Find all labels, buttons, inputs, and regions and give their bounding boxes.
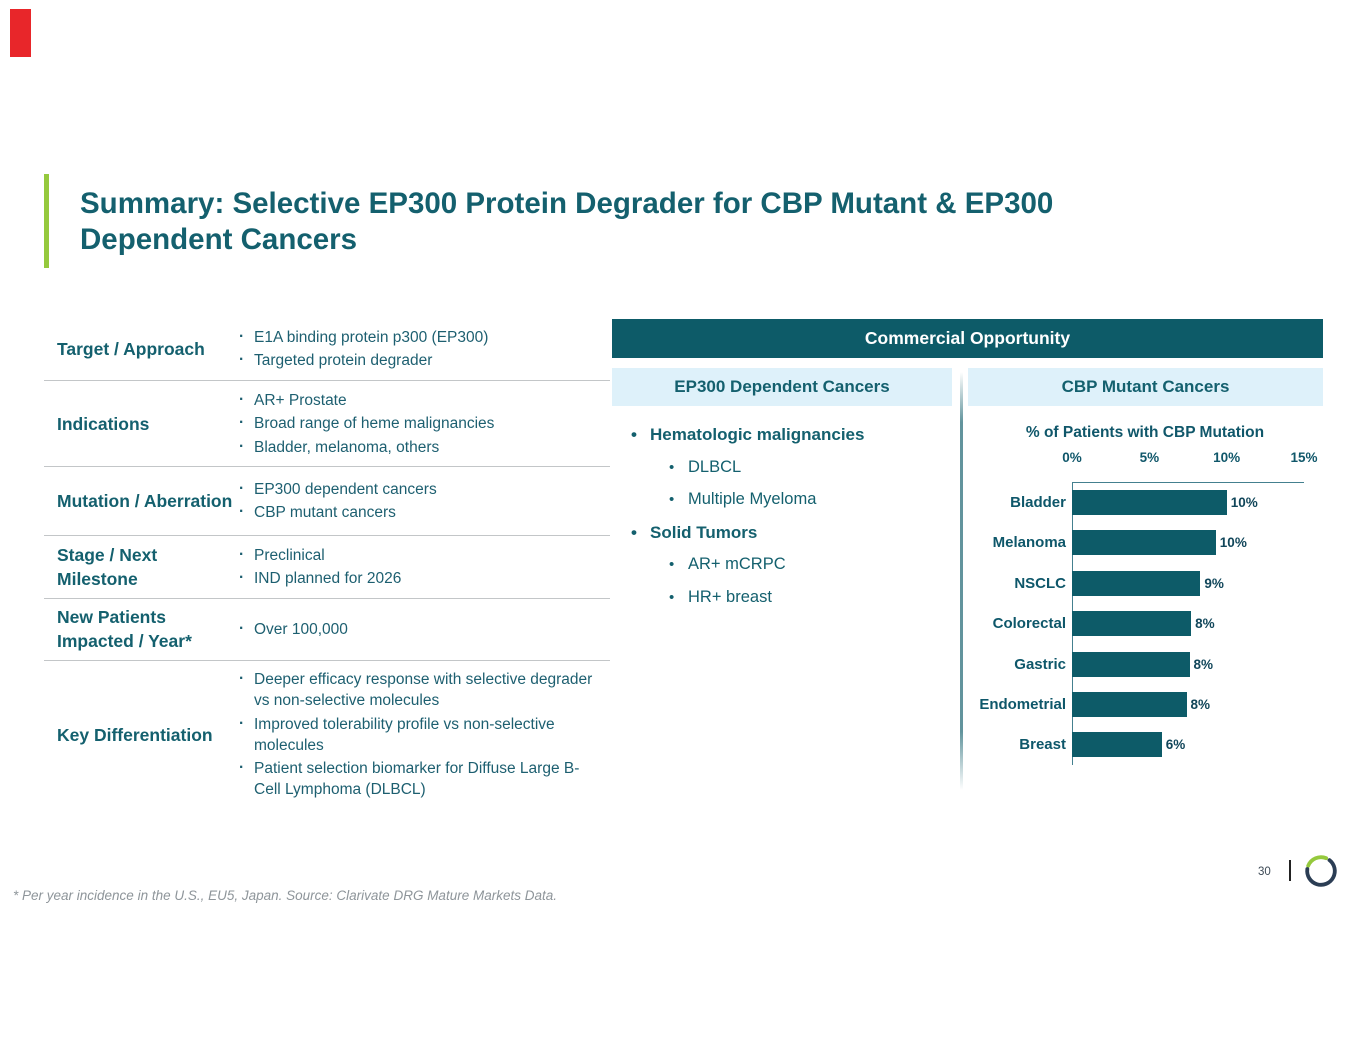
bullet-item: Bladder, melanoma, others	[237, 436, 593, 458]
table-row: New Patients Impacted / Year* Over 100,00…	[44, 599, 610, 661]
chart-value-label: 10%	[1219, 535, 1247, 551]
chart-axis-line-top	[1072, 482, 1304, 483]
info-table: Target / Approach E1A binding protein p30…	[44, 318, 610, 809]
chart-row: Gastric 8%	[975, 651, 1315, 677]
bullet-item: E1A binding protein p300 (EP300)	[237, 326, 593, 348]
commercial-opportunity-label: Commercial Opportunity	[864, 328, 1071, 348]
axis-tick-label: 10%	[1213, 450, 1241, 465]
footer-separator	[1289, 860, 1291, 881]
page-number: 30	[1258, 866, 1271, 878]
chart-bars: Bladder 10% Melanoma 10% NSCLC 9% Colorectal 8%…	[975, 490, 1315, 773]
chart-bar	[1072, 570, 1201, 596]
axis-tick-label: 5%	[1139, 450, 1160, 465]
table-row: Mutation / AberrationEP300 dependent can…	[44, 467, 610, 536]
table-row-bullets: Over 100,000	[237, 610, 593, 648]
list-item: AR+ mCRPC	[631, 554, 953, 575]
table-row-label: New Patients Impacted / Year*	[57, 607, 192, 651]
table-row: Target / Approach E1A binding protein p30…	[44, 318, 610, 381]
bullet-item: Patient selection biomarker for Diffuse …	[237, 757, 593, 800]
bullet-item: Targeted protein degrader	[237, 349, 593, 371]
table-row-label: Stage / Next Milestone	[57, 544, 158, 589]
bullet-item: AR+ Prostate	[237, 389, 593, 411]
table-row-bullets: EP300 dependent cancersCBP mutant cancer…	[237, 470, 593, 532]
table-row: Key Differentiation Deeper efficacy respo…	[44, 661, 610, 809]
bullet-item: IND planned for 2026	[237, 567, 593, 589]
table-row-label: Key Differentiation	[57, 724, 213, 745]
chart-x-axis-ticks: 0% 5% 10% 15%	[975, 446, 1323, 473]
list-item: Solid Tumors	[631, 522, 953, 543]
commercial-opportunity-header: Commercial Opportunity	[612, 319, 1323, 358]
table-row-bullets: AR+ ProstateBroad range of heme malignan…	[237, 381, 593, 466]
table-row: Indications AR+ ProstateBroad range of he…	[44, 381, 610, 467]
chart-row: Bladder 10%	[975, 490, 1315, 515]
chart-row: Endometrial 8%	[975, 691, 1315, 717]
table-row-label: Mutation / Aberration	[57, 491, 233, 511]
chart-bar	[1072, 651, 1190, 677]
chart-bar	[1072, 611, 1192, 637]
chart-category-label: Breast	[1019, 736, 1066, 754]
chart-row: Colorectal 8%	[975, 611, 1315, 637]
table-row: Stage / Next Milestone PreclinicalIND pla…	[44, 536, 610, 599]
chart-row: Breast 6%	[975, 732, 1315, 758]
axis-tick-label: 15%	[1290, 450, 1318, 465]
table-row-bullets: E1A binding protein p300 (EP300)Targeted…	[237, 318, 593, 380]
page-title-line2: Dependent Cancers	[80, 223, 358, 256]
chart-value-label: 10%	[1230, 495, 1258, 510]
chart-row: Melanoma 10%	[975, 530, 1315, 556]
ring-logo-icon	[1305, 855, 1337, 887]
bullet-item: Deeper efficacy response with selective …	[237, 668, 593, 711]
chart-value-label: 9%	[1204, 575, 1224, 591]
red-marker	[10, 9, 31, 57]
footnote: * Per year incidence in the U.S., EU5, J…	[13, 888, 557, 903]
table-row-label: Indications	[57, 413, 150, 434]
chart-bar	[1072, 490, 1227, 515]
chart-value-label: 8%	[1193, 656, 1214, 672]
bullet-item: EP300 dependent cancers	[237, 478, 593, 500]
table-row-bullets: Deeper efficacy response with selective …	[237, 661, 593, 809]
chart-category-label: Gastric	[1014, 655, 1066, 673]
ep300-dependent-label: EP300 Dependent Cancers	[674, 377, 890, 396]
chart-category-label: Endometrial	[979, 695, 1066, 713]
page-title: Summary: Selective EP300 Protein Degrade…	[80, 186, 1260, 258]
list-item: DLBCL	[631, 457, 953, 478]
cbp-mutant-header: CBP Mutant Cancers	[968, 368, 1323, 406]
chart-category-label: Colorectal	[992, 615, 1066, 633]
list-item: Hematologic malignancies	[631, 424, 953, 445]
chart-category-label: NSCLC	[1014, 574, 1066, 592]
bullet-item: CBP mutant cancers	[237, 501, 593, 523]
axis-tick-label: 0%	[1062, 450, 1082, 465]
chart-bar	[1072, 691, 1187, 717]
column-divider	[960, 372, 963, 790]
chart-title: % of Patients with CBP Mutation	[1025, 424, 1265, 441]
bullet-item: Preclinical	[237, 544, 593, 566]
bullet-item: Over 100,000	[237, 618, 593, 640]
chart-category-label: Melanoma	[992, 534, 1066, 552]
chart-value-label: 8%	[1195, 616, 1215, 632]
page-title-line1: Summary: Selective EP300 Protein Degrade…	[80, 187, 1054, 220]
list-item: Multiple Myeloma	[631, 489, 953, 510]
title-accent-bar	[44, 174, 49, 268]
bullet-item: Improved tolerability profile vs non-sel…	[237, 713, 593, 756]
cbp-mutation-chart: % of Patients with CBP Mutation 0% 5% 10% 1…	[975, 424, 1323, 765]
cbp-mutant-label: CBP Mutant Cancers	[1061, 377, 1230, 396]
table-row-label: Target / Approach	[57, 339, 205, 359]
chart-value-label: 8%	[1190, 696, 1211, 712]
ep300-cancer-list: Hematologic malignancies DLBCL Multiple My…	[631, 424, 953, 619]
chart-bar	[1072, 732, 1162, 758]
chart-row: NSCLC 9%	[975, 570, 1315, 596]
list-item: HR+ breast	[631, 587, 953, 608]
chart-value-label: 6%	[1165, 737, 1186, 753]
ep300-dependent-header: EP300 Dependent Cancers	[612, 368, 952, 406]
table-row-bullets: PreclinicalIND planned for 2026	[237, 536, 593, 598]
chart-category-label: Bladder	[1010, 494, 1066, 511]
bullet-item: Broad range of heme malignancies	[237, 412, 593, 434]
chart-bar	[1072, 530, 1216, 556]
